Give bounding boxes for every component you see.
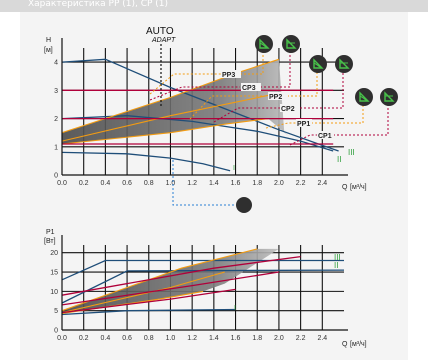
callout-cp2: CP2 [281, 106, 295, 113]
t-y-tick-4: 4 [54, 60, 58, 67]
b-x-tick-2: 0.4 [101, 335, 111, 342]
t-x-tick-4: 0.8 [144, 180, 154, 187]
t-x-tick-6: 1.2 [187, 180, 197, 187]
top-speed-label-2: II [337, 155, 341, 164]
t-x-tick-1: 0.2 [79, 180, 89, 187]
top-tick-labels: 0.0 0.2 0.4 0.6 0.8 1.0 1.2 1.4 1.6 1.8 2.0 2.2 2.4 0… [54, 60, 327, 187]
b-x-tick-6: 1.2 [187, 335, 197, 342]
b-x-tick-3: 0.6 [122, 335, 132, 342]
t-x-tick-9: 1.8 [252, 180, 262, 187]
b-y-tick-1: 5 [54, 308, 58, 315]
top-x-unit: [м³/ч] [350, 184, 367, 191]
t-series-pp1 [61, 118, 269, 145]
callout-bg-cp1 [317, 131, 334, 139]
b-x-tick-9: 1.8 [252, 335, 262, 342]
t-y-tick-3: 3 [54, 88, 58, 95]
t-x-tick-11: 2.2 [296, 180, 306, 187]
top-y-label: H [46, 37, 51, 44]
callout-leaders [149, 52, 389, 206]
b-series-pp3 [61, 248, 258, 312]
t-x-tick-7: 1.4 [209, 180, 219, 187]
b-x-tick-8: 1.6 [231, 335, 241, 342]
bottom-y-label: P1 [46, 229, 55, 236]
mode-icons [236, 35, 398, 213]
mode-icon-cp1[interactable] [380, 88, 398, 106]
callout-pp2: PP2 [269, 94, 282, 101]
t-series-pp2 [61, 92, 280, 142]
b-x-tick-7: 1.4 [209, 335, 219, 342]
t-x-tick-5: 1.0 [166, 180, 176, 187]
adapt-label: ADAPT [151, 37, 176, 44]
b-y-tick-4: 20 [50, 250, 58, 257]
callout-pp3: PP3 [222, 72, 235, 79]
callout-bg-cp3 [241, 83, 261, 91]
header-bar: Характеристика PP (1), CP (1) [0, 0, 428, 12]
mode-icon-pp2[interactable] [309, 55, 327, 73]
t-y-tick-2: 2 [54, 116, 58, 123]
top-speed-label-1: I [233, 165, 235, 172]
b-series-iii [61, 259, 344, 281]
bottom-speed-label-3: III [334, 253, 341, 262]
bottom-speed-label-2: II [334, 261, 338, 270]
bottom-x-unit: [м³/ч] [350, 341, 367, 348]
callout-pp1: PP1 [297, 121, 310, 128]
bottom-x-label: Q [342, 341, 348, 348]
mode-icon-cp3[interactable] [282, 35, 300, 53]
callout-bg-pp2 [268, 92, 288, 100]
b-x-tick-1: 0.2 [79, 335, 89, 342]
t-series-ii [61, 115, 334, 152]
t-x-tick-8: 1.6 [231, 180, 241, 187]
bottom-axes [61, 235, 348, 331]
b-x-tick-12: 2.4 [317, 335, 327, 342]
bottom-y-unit: [Вт] [44, 238, 56, 245]
top-y-unit: [м] [44, 47, 53, 54]
b-y-tick-0: 0 [54, 328, 58, 335]
b-x-tick-4: 0.8 [144, 335, 154, 342]
header-text: Характеристика PP (1), CP (1) [28, 0, 169, 9]
callout-bg-pp3 [221, 70, 241, 78]
t-x-tick-0: 0.0 [57, 180, 67, 187]
b-x-tick-11: 2.2 [296, 335, 306, 342]
b-series-pp2 [61, 271, 225, 314]
t-series-i [61, 151, 231, 172]
callout-cp3: CP3 [242, 85, 256, 92]
top-curves [61, 58, 339, 172]
auto-label: AUTO [146, 26, 174, 37]
b-x-tick-10: 2.0 [274, 335, 284, 342]
top-speed-label-3: III [348, 148, 355, 157]
callout-bg-cp2 [280, 104, 298, 112]
b-y-tick-2: 10 [50, 289, 58, 296]
b-y-tick-3: 15 [50, 270, 58, 277]
top-x-label: Q [342, 184, 348, 191]
bottom-speed-label-1: I [234, 305, 236, 312]
b-series-cp1 [61, 288, 236, 314]
top-axes [61, 38, 348, 176]
t-x-tick-10: 2.0 [274, 180, 284, 187]
bottom-curves [61, 248, 345, 316]
t-series-iii [61, 58, 339, 152]
t-x-tick-2: 0.4 [101, 180, 111, 187]
callout-bg-pp1 [296, 119, 312, 127]
b-series-cp2 [61, 271, 280, 306]
mode-icon-night[interactable] [236, 197, 252, 213]
mode-icon-cp2[interactable] [335, 55, 353, 73]
mode-icon-pp1[interactable] [355, 88, 373, 106]
t-y-tick-1: 1 [54, 144, 58, 151]
b-series-ii [61, 269, 345, 304]
b-series-cp3 [61, 255, 301, 296]
b-series-i [61, 308, 236, 316]
bottom-tick-labels: 0.0 0.2 0.4 0.6 0.8 1.0 1.2 1.4 1.6 1.8 2.0 2.2 2.4 0… [50, 250, 327, 342]
b-x-tick-0: 0.0 [57, 335, 67, 342]
b-x-tick-5: 1.0 [166, 335, 176, 342]
callout-cp1: CP1 [318, 133, 332, 140]
t-y-tick-0: 0 [54, 173, 58, 180]
t-x-tick-12: 2.4 [317, 180, 327, 187]
t-x-tick-3: 0.6 [122, 180, 132, 187]
t-series-pp3 [61, 58, 280, 134]
mode-icon-pp3[interactable] [255, 35, 273, 53]
